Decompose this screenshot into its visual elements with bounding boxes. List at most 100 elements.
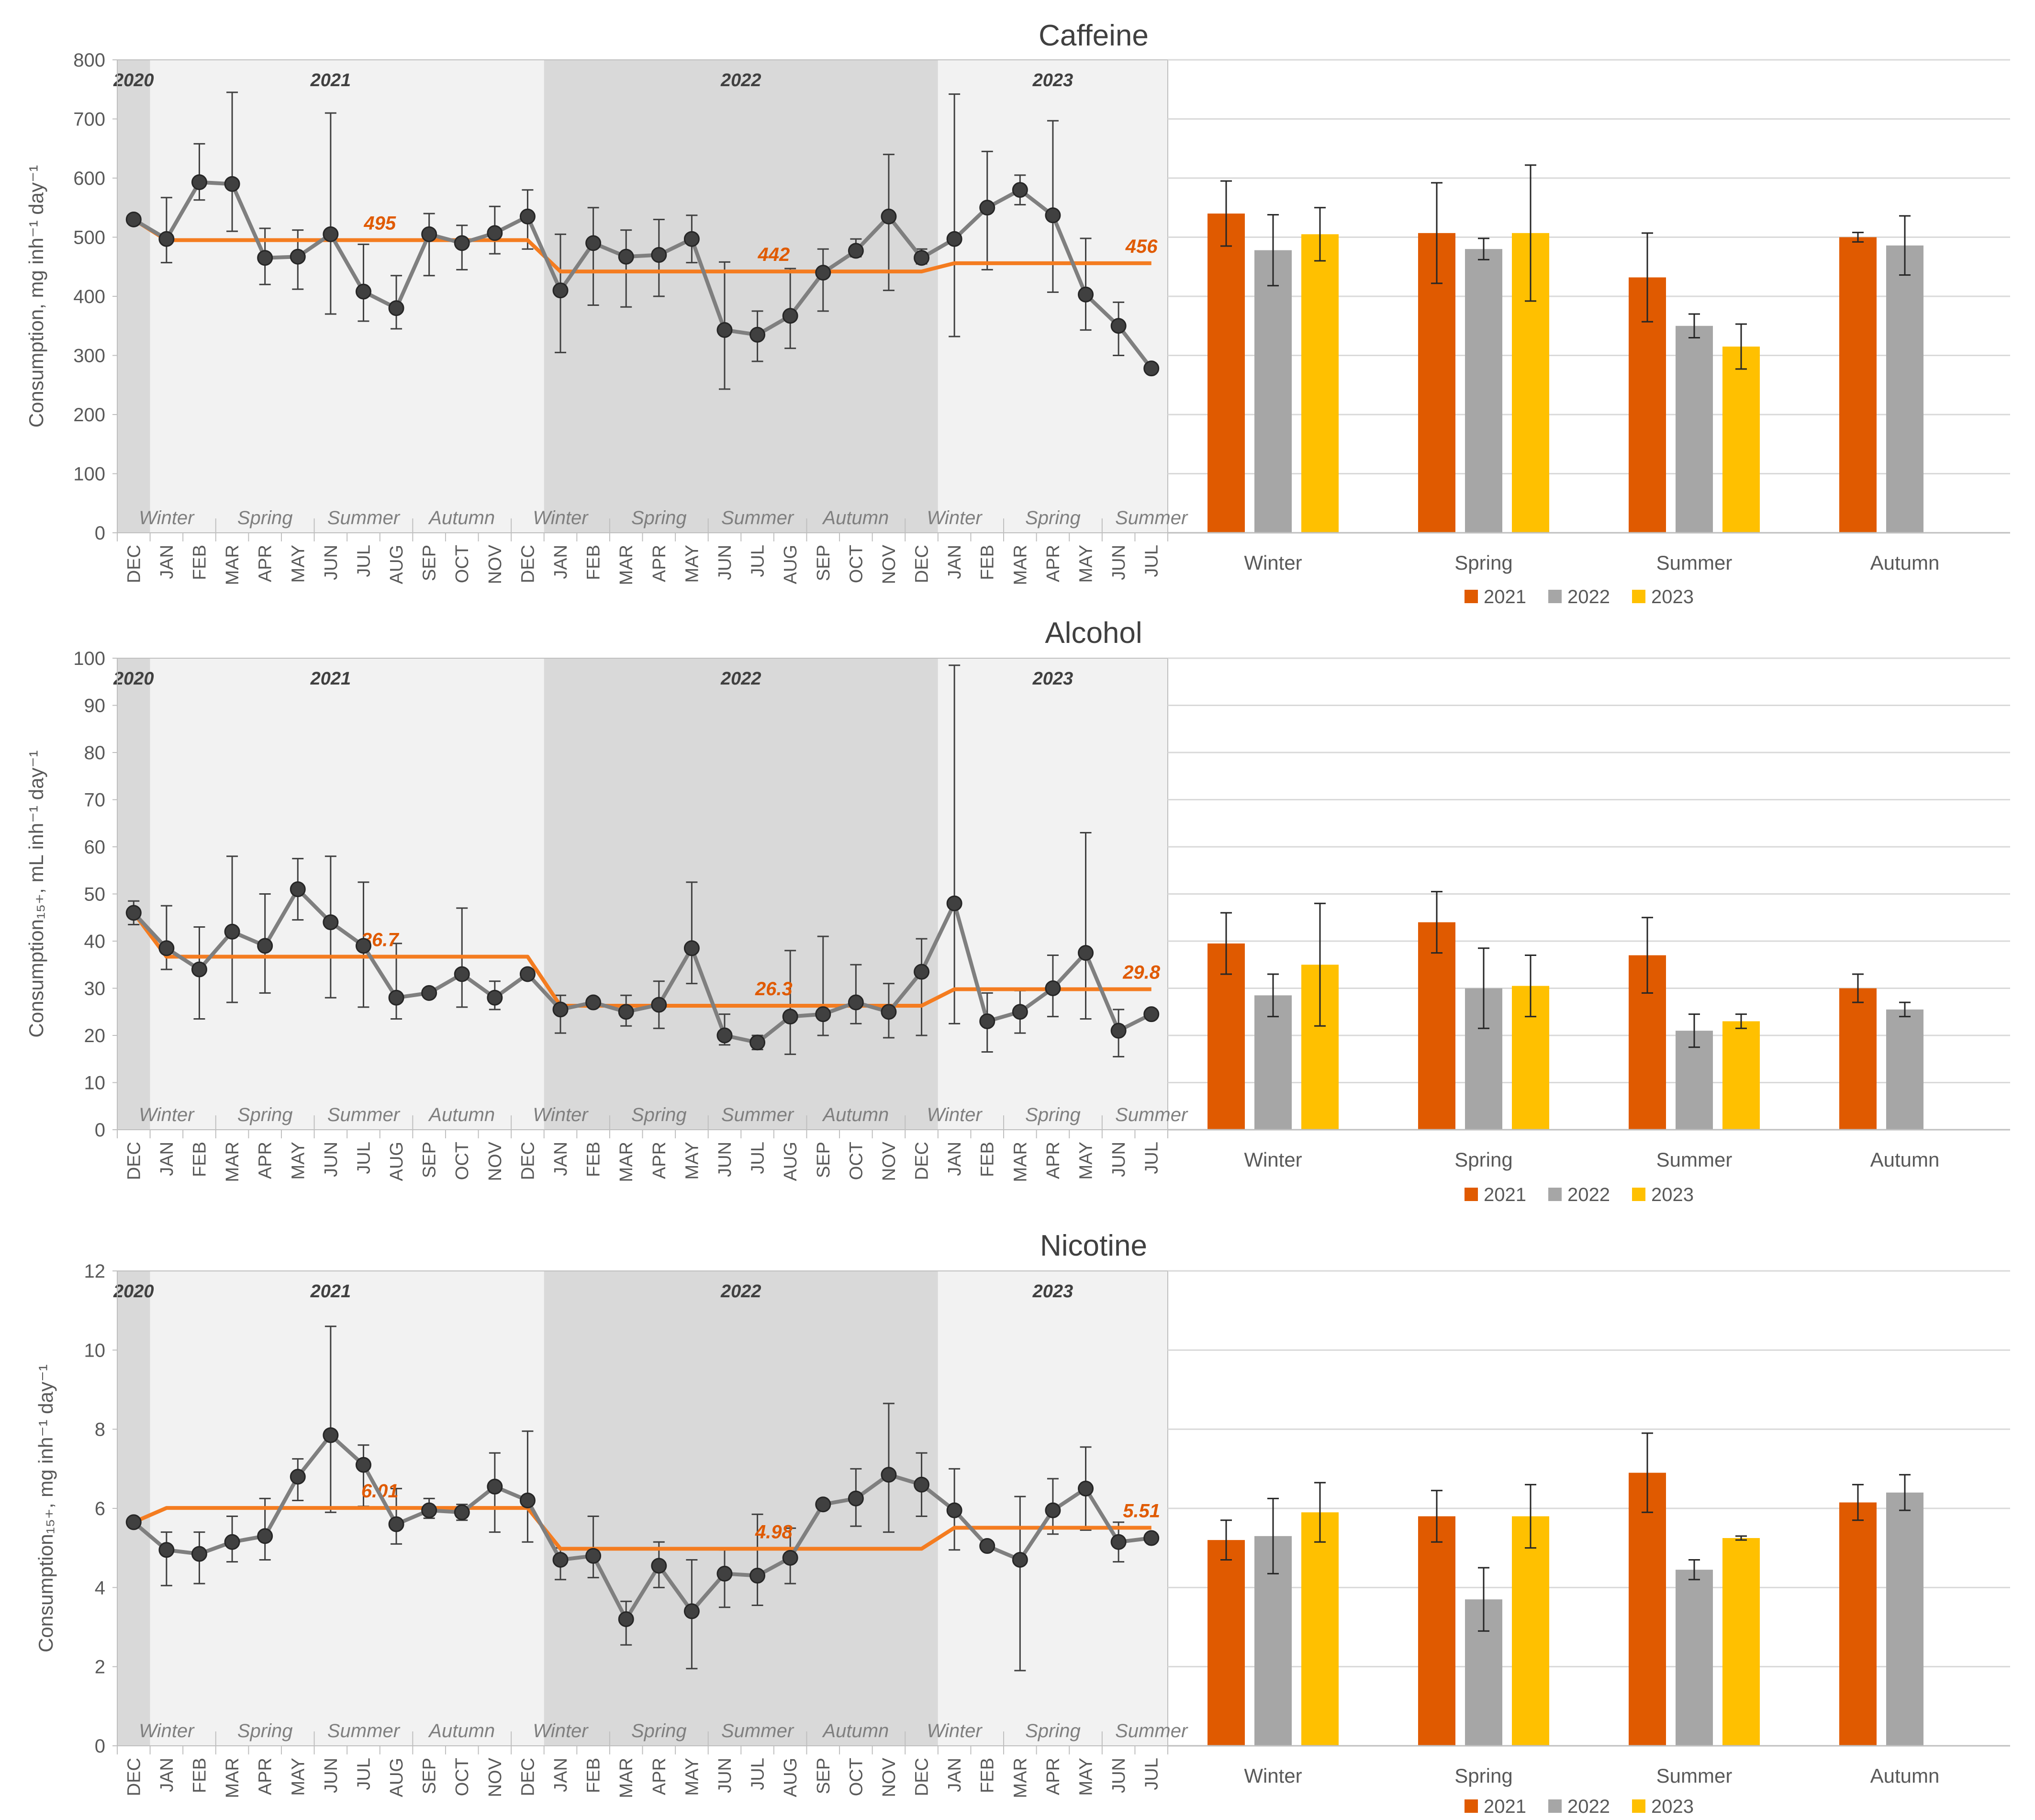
data-point-apr: [1045, 207, 1061, 224]
month-label-jul: JUL: [1142, 1758, 1162, 1790]
data-point-jul: [1143, 1006, 1160, 1022]
month-label-jan: JAN: [157, 1758, 177, 1792]
data-point-aug: [388, 1516, 404, 1532]
data-point-sep: [421, 985, 437, 1001]
month-label-may: MAY: [682, 1142, 702, 1180]
data-point-feb: [191, 1546, 207, 1562]
month-label-nov: NOV: [879, 544, 899, 584]
data-point-dec: [914, 1476, 930, 1493]
nicotine-timeseries-chart: 2020 2021 2022 2023 0 2 4 6 8 10 12 Consumption₁₅₊,…: [34, 1261, 1188, 1798]
year-label-2020: 2020: [113, 669, 154, 689]
month-label-may: MAY: [682, 545, 702, 583]
y-tick-label: 400: [73, 286, 105, 307]
season-label-spring: Spring: [631, 507, 687, 528]
season-label-summer: Summer: [1115, 1104, 1188, 1125]
month-label-jan: JAN: [945, 1758, 965, 1792]
data-point-jan: [946, 1502, 962, 1518]
legend-label-2021: 2021: [1484, 1184, 1526, 1205]
data-point-oct: [454, 235, 470, 251]
data-point-jul: [749, 326, 766, 343]
month-label-apr: APR: [1043, 1758, 1063, 1795]
y-tick-label: 4: [95, 1577, 105, 1598]
data-point-may: [290, 1469, 306, 1485]
season-label-spring: Spring: [237, 1104, 293, 1125]
data-point-jul: [1143, 360, 1160, 377]
legend-label-2023: 2023: [1651, 1796, 1694, 1817]
season-label-spring: Spring: [237, 1720, 293, 1741]
bar-winter-2022: [1254, 250, 1292, 533]
year-label-2021: 2021: [310, 1281, 351, 1302]
month-label-may: MAY: [288, 1758, 308, 1796]
data-point-jan: [552, 1551, 569, 1568]
period-mean-label: 5.51: [1123, 1501, 1160, 1522]
band-2022: [544, 658, 938, 1130]
data-point-jun: [323, 226, 339, 242]
bar-winter-2021: [1208, 213, 1245, 533]
month-label-may: MAY: [1076, 1758, 1096, 1796]
data-point-feb: [191, 961, 207, 977]
month-label-nov: NOV: [879, 1757, 899, 1797]
year-label-2020: 2020: [113, 70, 154, 90]
data-point-dec: [519, 208, 536, 225]
data-point-jan: [158, 231, 175, 247]
legend-swatch-2021: [1465, 590, 1478, 603]
period-mean-line: [133, 1506, 1152, 1551]
alcohol-timeseries-chart: 2020 2021 2022 2023 0 10 20 30 40 50 60 70 80 90 100 Co…: [25, 648, 1188, 1182]
y-tick-label: 2: [95, 1657, 105, 1678]
month-label-dec: DEC: [124, 1142, 144, 1180]
data-point-nov: [881, 1004, 897, 1020]
month-label-mar: MAR: [616, 545, 637, 585]
data-point-may: [1078, 1481, 1094, 1497]
month-label-jun: JUN: [321, 545, 341, 580]
month-label-nov: NOV: [485, 544, 505, 584]
data-point-nov: [881, 208, 897, 225]
season-label-spring: Spring: [631, 1104, 687, 1125]
season-label-winter: Winter: [533, 507, 589, 528]
alcohol-seasonal-bar-chart: Winter Spring Summer Autumn 2021 2022 2023: [1168, 657, 2010, 1205]
y-tick-label: 600: [73, 168, 105, 189]
y-tick-label: 90: [84, 696, 106, 717]
bar-winter-2023: [1301, 1512, 1339, 1746]
season-label-summer: Summer: [721, 1104, 794, 1125]
data-point-mar: [224, 1534, 240, 1550]
data-point-mar: [1012, 1551, 1028, 1568]
bar-autumn-2022: [1886, 1009, 1923, 1130]
monthly-series-line: [132, 1433, 1152, 1621]
band-2020: [117, 1271, 150, 1746]
data-point-jun: [716, 322, 733, 338]
bar-winter-2021: [1208, 1540, 1245, 1746]
month-label-feb: FEB: [978, 545, 998, 580]
data-point-sep: [421, 226, 437, 242]
season-label-winter: Winter: [139, 507, 195, 528]
month-label-jul: JUL: [1142, 545, 1162, 577]
month-label-mar: MAR: [223, 545, 243, 585]
category-label-winter: Winter: [1244, 1148, 1302, 1171]
month-label-aug: AUG: [781, 545, 801, 584]
season-label-summer: Summer: [1115, 507, 1188, 528]
data-point-jul: [1143, 1530, 1160, 1546]
month-label-feb: FEB: [584, 1758, 604, 1793]
data-point-jan: [158, 940, 175, 956]
month-label-nov: NOV: [485, 1757, 505, 1797]
month-label-sep: SEP: [420, 1142, 440, 1178]
month-label-apr: APR: [256, 545, 276, 582]
month-label-apr: APR: [649, 1758, 670, 1795]
year-label-2023: 2023: [1032, 1281, 1073, 1302]
data-point-jul: [355, 1457, 371, 1473]
alcohol-panel: Alcohol 2020 2021 2022 2023 0 10 20 30 40 50 60 70 8…: [25, 617, 2010, 1205]
month-label-jul: JUL: [354, 545, 374, 577]
band-2020: [117, 658, 150, 1130]
y-tick-label: 20: [84, 1025, 106, 1046]
month-label-oct: OCT: [846, 545, 866, 583]
data-point-sep: [815, 265, 831, 281]
y-tick-label: 70: [84, 790, 106, 811]
year-label-2023: 2023: [1032, 70, 1073, 90]
month-label-feb: FEB: [190, 1142, 210, 1177]
data-point-oct: [848, 243, 864, 259]
data-point-aug: [388, 300, 404, 316]
season-label-spring: Spring: [1025, 1104, 1081, 1125]
data-point-jul: [355, 938, 371, 954]
data-point-mar: [1012, 1004, 1028, 1020]
season-label-autumn: Autumn: [822, 1720, 889, 1741]
legend-swatch-2023: [1632, 1799, 1645, 1813]
